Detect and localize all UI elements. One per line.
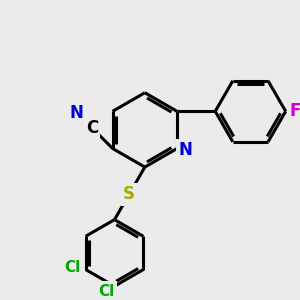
Text: F: F: [290, 102, 300, 120]
Text: N: N: [179, 142, 193, 160]
Text: C: C: [86, 119, 98, 137]
Text: Cl: Cl: [98, 284, 115, 298]
Text: Cl: Cl: [64, 260, 80, 275]
Text: N: N: [70, 103, 84, 122]
Text: S: S: [123, 185, 135, 203]
